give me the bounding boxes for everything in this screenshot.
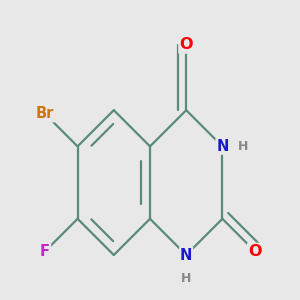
- Text: N: N: [216, 139, 229, 154]
- Text: N: N: [180, 248, 192, 262]
- Text: O: O: [179, 38, 193, 52]
- Text: H: H: [181, 272, 191, 285]
- Text: F: F: [40, 244, 50, 259]
- Text: H: H: [238, 140, 248, 153]
- Text: O: O: [248, 244, 262, 259]
- Text: Br: Br: [36, 106, 54, 121]
